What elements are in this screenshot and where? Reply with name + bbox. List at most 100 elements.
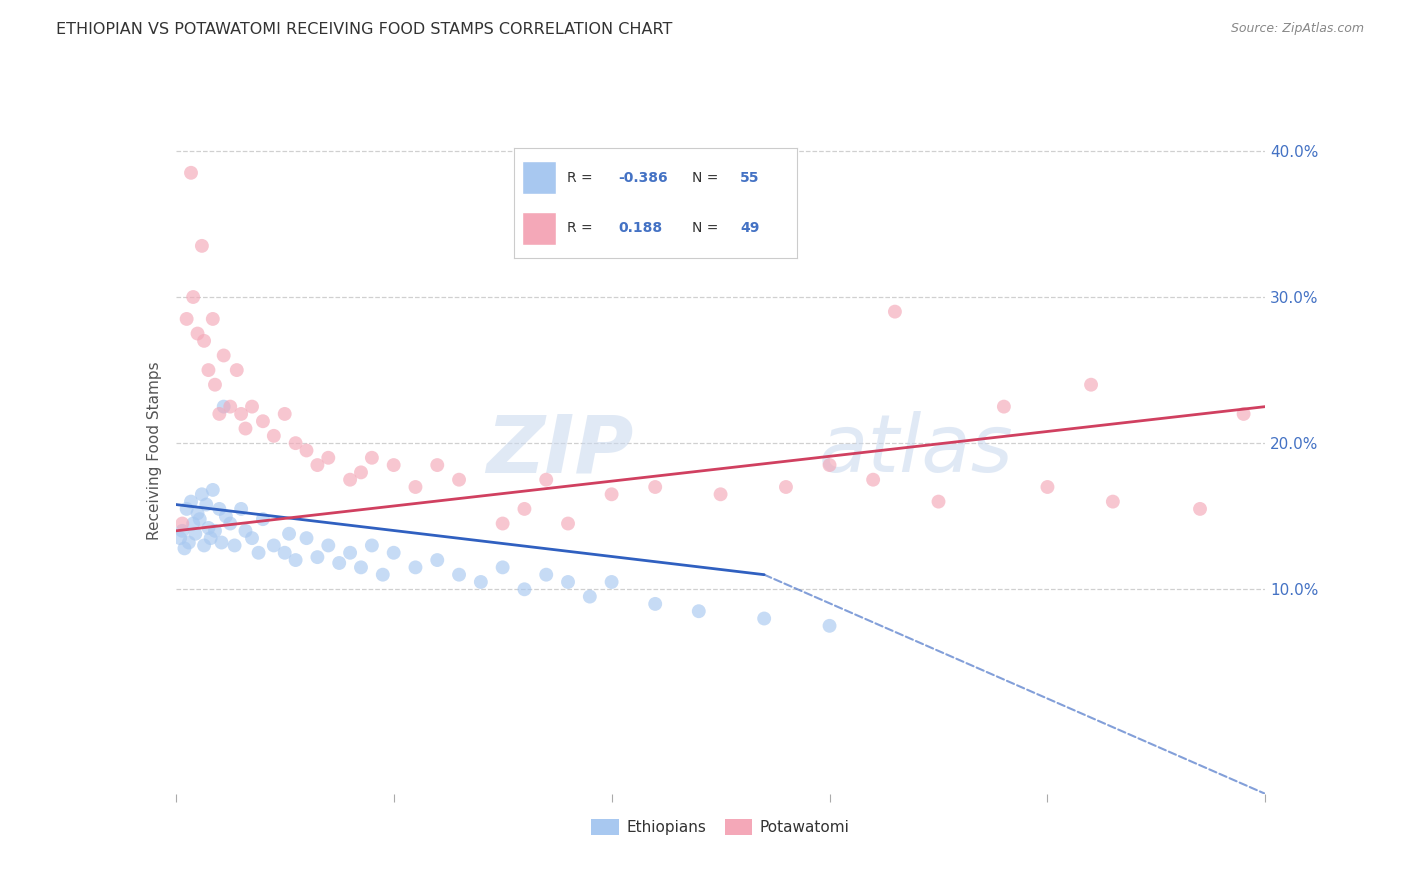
Point bbox=[172, 516, 194, 531]
Point bbox=[928, 494, 950, 508]
Point bbox=[235, 524, 257, 538]
Point bbox=[328, 556, 350, 570]
Point bbox=[247, 546, 270, 560]
Point bbox=[371, 567, 394, 582]
Point bbox=[235, 421, 257, 435]
Point bbox=[513, 582, 536, 597]
Point bbox=[405, 560, 427, 574]
Point bbox=[754, 611, 776, 625]
Point bbox=[197, 521, 219, 535]
Point bbox=[211, 535, 233, 549]
Point bbox=[274, 546, 297, 560]
Point bbox=[361, 538, 384, 552]
Point bbox=[710, 487, 733, 501]
Point bbox=[219, 400, 242, 414]
Point bbox=[172, 524, 194, 538]
Point bbox=[240, 531, 263, 545]
Point bbox=[579, 590, 602, 604]
Point bbox=[177, 535, 200, 549]
Text: ETHIOPIAN VS POTAWATOMI RECEIVING FOOD STAMPS CORRELATION CHART: ETHIOPIAN VS POTAWATOMI RECEIVING FOOD S… bbox=[56, 22, 672, 37]
Point bbox=[212, 400, 235, 414]
Point bbox=[252, 512, 274, 526]
Point bbox=[534, 567, 557, 582]
Point bbox=[231, 502, 253, 516]
Point bbox=[993, 400, 1015, 414]
Point bbox=[208, 407, 231, 421]
Point bbox=[405, 480, 427, 494]
Point bbox=[644, 597, 666, 611]
Point bbox=[252, 414, 274, 428]
Point bbox=[201, 483, 224, 497]
Point bbox=[197, 363, 219, 377]
Point bbox=[1080, 377, 1102, 392]
Point bbox=[201, 312, 224, 326]
Point bbox=[361, 450, 384, 465]
Point bbox=[204, 377, 226, 392]
Point bbox=[318, 450, 340, 465]
Point bbox=[492, 560, 515, 574]
Point bbox=[307, 458, 329, 472]
Point bbox=[862, 473, 884, 487]
Point bbox=[184, 526, 207, 541]
Point bbox=[180, 494, 202, 508]
Point bbox=[600, 487, 623, 501]
Point bbox=[224, 538, 246, 552]
Point bbox=[1036, 480, 1059, 494]
Point bbox=[426, 553, 449, 567]
Point bbox=[181, 290, 204, 304]
Point bbox=[513, 502, 536, 516]
Point bbox=[557, 516, 579, 531]
Point bbox=[188, 512, 211, 526]
Point bbox=[644, 480, 666, 494]
Text: Source: ZipAtlas.com: Source: ZipAtlas.com bbox=[1230, 22, 1364, 36]
Point bbox=[318, 538, 340, 552]
Point bbox=[176, 312, 198, 326]
Point bbox=[169, 531, 191, 545]
Point bbox=[274, 407, 297, 421]
Point bbox=[181, 516, 204, 531]
Point bbox=[263, 429, 285, 443]
Point bbox=[447, 567, 470, 582]
Point bbox=[1102, 494, 1125, 508]
Point bbox=[295, 443, 318, 458]
Point bbox=[212, 349, 235, 363]
Point bbox=[600, 574, 623, 589]
Point bbox=[231, 407, 253, 421]
Point bbox=[186, 326, 209, 341]
Point bbox=[240, 400, 263, 414]
Point bbox=[688, 604, 710, 618]
Point bbox=[557, 574, 579, 589]
Point bbox=[818, 458, 841, 472]
Point bbox=[382, 458, 405, 472]
Point bbox=[818, 619, 841, 633]
Point bbox=[208, 502, 231, 516]
Text: ZIP: ZIP bbox=[486, 411, 633, 490]
Point bbox=[1233, 407, 1256, 421]
Point bbox=[775, 480, 797, 494]
Point bbox=[382, 546, 405, 560]
Point bbox=[1189, 502, 1212, 516]
Point bbox=[173, 541, 195, 556]
Point bbox=[884, 304, 907, 318]
Point bbox=[470, 574, 492, 589]
Point bbox=[350, 466, 373, 480]
Point bbox=[339, 473, 361, 487]
Point bbox=[200, 531, 222, 545]
Point bbox=[204, 524, 226, 538]
Point bbox=[492, 516, 515, 531]
Text: atlas: atlas bbox=[818, 411, 1014, 490]
Point bbox=[284, 436, 307, 450]
Point bbox=[215, 509, 238, 524]
Point bbox=[278, 526, 301, 541]
Point bbox=[426, 458, 449, 472]
Point bbox=[225, 363, 247, 377]
Legend: Ethiopians, Potawatomi: Ethiopians, Potawatomi bbox=[585, 813, 856, 841]
Point bbox=[180, 166, 202, 180]
Point bbox=[447, 473, 470, 487]
Point bbox=[193, 538, 215, 552]
Point bbox=[219, 516, 242, 531]
Point bbox=[193, 334, 215, 348]
Point bbox=[195, 498, 218, 512]
Point bbox=[307, 550, 329, 565]
Point bbox=[295, 531, 318, 545]
